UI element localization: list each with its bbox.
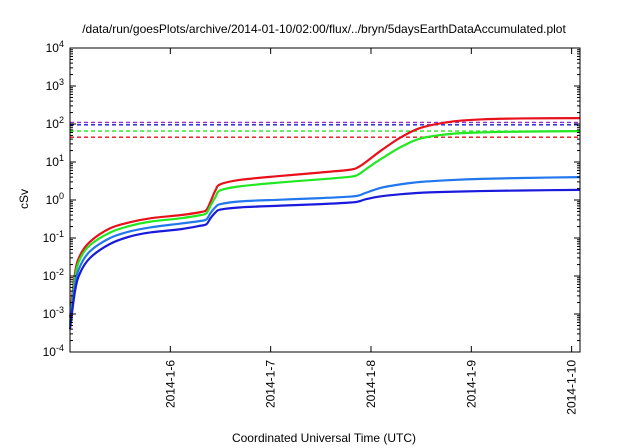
- reference-lines: [70, 121, 580, 138]
- series-lines: [68, 117, 581, 330]
- series-line: [68, 130, 581, 323]
- y-tick-label: 100: [46, 191, 64, 207]
- y-tick-label: 102: [46, 115, 64, 131]
- x-tick-label: 2014-1-7: [264, 360, 278, 408]
- x-tick-label: 2014-1-10: [565, 360, 579, 415]
- plot-frame: [69, 47, 581, 353]
- y-tick-label: 10-2: [43, 267, 64, 283]
- x-axis: 2014-1-6 2014-1-7 2014-1-8 2014-1-9 2014-1-1…: [163, 48, 579, 415]
- y-tick-label: 10-1: [43, 229, 64, 245]
- x-tick-label: 2014-1-6: [163, 360, 177, 408]
- y-tick-label: 103: [46, 77, 64, 93]
- y-tick-label: 101: [46, 153, 64, 169]
- series-line: [68, 176, 581, 326]
- y-axis-label: cSv: [17, 189, 31, 209]
- chart-title: /data/run/goesPlots/archive/2014-01-10/0…: [82, 22, 566, 36]
- y-tick-label: 10-4: [43, 343, 64, 359]
- x-tick-label: 2014-1-8: [364, 360, 378, 408]
- series-line: [68, 117, 581, 318]
- x-tick-label: 2014-1-9: [464, 360, 478, 408]
- series-line: [68, 188, 581, 330]
- x-axis-label: Coordinated Universal Time (UTC): [232, 431, 416, 445]
- y-tick-label: 10-3: [43, 305, 64, 321]
- y-tick-label: 104: [46, 39, 64, 55]
